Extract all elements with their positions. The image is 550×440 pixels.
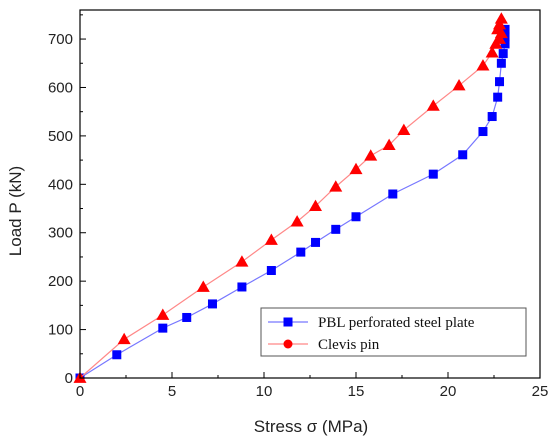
data-point: [494, 12, 508, 24]
data-point: [290, 215, 304, 227]
data-point: [196, 280, 210, 292]
data-point: [156, 308, 170, 320]
legend-box: [260, 307, 527, 357]
data-point: [237, 282, 247, 292]
y-tick-label: 100: [48, 322, 73, 339]
data-point: [498, 49, 508, 59]
data-point: [397, 123, 411, 135]
data-point: [235, 255, 249, 267]
data-point: [331, 224, 341, 234]
data-point: [382, 138, 396, 150]
data-point: [296, 247, 306, 257]
data-point: [388, 189, 398, 199]
y-tick-label: 700: [48, 31, 73, 48]
data-point: [478, 127, 488, 137]
data-point: [158, 323, 168, 333]
data-point: [495, 77, 505, 87]
data-point: [112, 350, 122, 360]
series-layer: [73, 12, 510, 383]
data-point: [351, 212, 361, 222]
y-tick-label: 600: [48, 79, 73, 96]
data-point: [496, 58, 506, 68]
data-point: [329, 180, 343, 192]
data-point: [266, 266, 276, 276]
y-axis-title: Load P (kN): [6, 166, 25, 256]
x-tick-label: 25: [532, 383, 549, 400]
data-point: [452, 79, 466, 91]
y-tick-label: 0: [65, 370, 73, 387]
y-tick-label: 300: [48, 225, 73, 242]
x-axis-title: Stress σ (MPa): [254, 417, 368, 436]
x-axis: 0 5 10 15 20 25: [76, 372, 549, 400]
data-point: [458, 150, 468, 160]
legend-marker: [283, 339, 293, 349]
data-point: [311, 237, 321, 247]
data-point: [349, 162, 363, 175]
data-point: [309, 199, 323, 211]
y-tick-label: 400: [48, 176, 73, 193]
data-point: [264, 233, 278, 245]
y-axis: 0 100 200 300 400 500 600 700: [48, 14, 86, 387]
x-tick-label: 10: [256, 383, 273, 400]
series-clevis-pin: [73, 12, 508, 383]
legend-label: PBL perforated steel plate: [318, 315, 475, 331]
data-point: [426, 99, 440, 111]
y-tick-label: 200: [48, 273, 73, 290]
x-tick-label: 20: [440, 383, 457, 400]
x-tick-label: 5: [168, 383, 176, 400]
data-point: [117, 332, 131, 345]
legend-marker: [283, 317, 293, 327]
data-point: [364, 149, 378, 161]
data-point: [428, 169, 438, 179]
y-tick-label: 500: [48, 128, 73, 145]
data-point: [485, 46, 499, 58]
data-point: [487, 112, 497, 122]
data-point: [493, 18, 507, 30]
data-point: [182, 312, 192, 322]
data-point: [476, 59, 490, 71]
data-point: [207, 299, 217, 309]
x-tick-label: 0: [76, 383, 84, 400]
x-tick-label: 15: [348, 383, 365, 400]
legend: PBL perforated steel plate Clevis pin: [260, 307, 527, 357]
data-point: [493, 92, 503, 102]
data-point: [493, 32, 507, 44]
legend-label: Clevis pin: [318, 337, 380, 353]
